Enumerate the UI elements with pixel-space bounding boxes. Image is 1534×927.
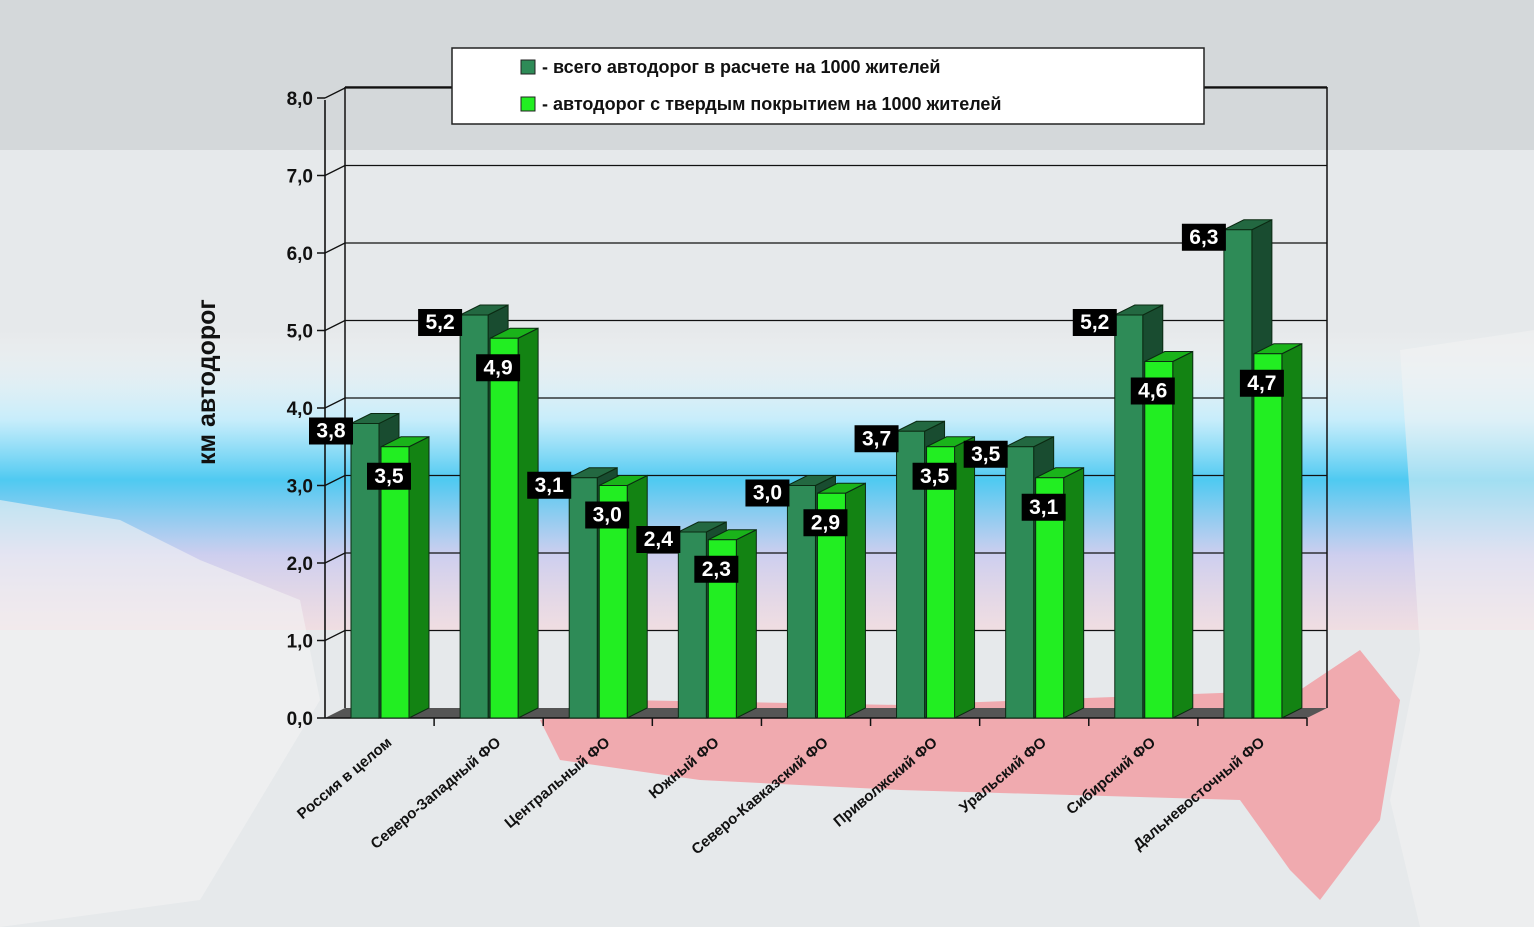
bar-paved (926, 435, 976, 719)
legend: - всего автодорог в расчете на 1000 жите… (451, 47, 1205, 125)
svg-text:5,2: 5,2 (426, 311, 455, 334)
bar-paved (1253, 342, 1303, 719)
value-label: 3,5 (367, 462, 411, 490)
value-label: 3,0 (745, 479, 790, 507)
svg-text:4,7: 4,7 (1247, 372, 1276, 395)
bar-paved (1144, 350, 1194, 719)
gridline-diagonal (324, 474, 346, 487)
svg-text:2,4: 2,4 (644, 528, 674, 551)
y-tick-label: 4,0 (287, 399, 313, 420)
value-label: 3,5 (963, 440, 1008, 468)
value-label: 3,0 (585, 501, 630, 529)
value-label: 4,6 (1130, 377, 1175, 405)
legend-label-paved: - автодорог с твердым покрытием на 1000 … (542, 94, 1001, 114)
y-tick-label: 2,0 (287, 554, 313, 575)
value-label: 3,1 (527, 471, 572, 499)
svg-text:2,9: 2,9 (811, 511, 840, 534)
value-label: 3,1 (1021, 493, 1066, 521)
bar-paved (380, 435, 430, 719)
svg-text:5,2: 5,2 (1080, 311, 1109, 334)
y-tick-label: 8,0 (287, 89, 313, 110)
value-label: 3,5 (912, 462, 957, 490)
legend-swatch-total (520, 59, 536, 75)
svg-text:3,8: 3,8 (316, 420, 346, 443)
legend-box (451, 47, 1205, 125)
gridline-diagonal (324, 242, 346, 254)
value-label: 2,3 (694, 555, 739, 583)
svg-text:6,3: 6,3 (1189, 226, 1218, 249)
svg-text:3,7: 3,7 (862, 427, 891, 450)
value-label: 6,3 (1181, 223, 1226, 251)
y-axis-title: км автодорог (193, 299, 221, 465)
y-tick-label: 5,0 (287, 322, 313, 343)
value-label: 5,2 (1072, 309, 1117, 336)
gridline-diagonal (324, 552, 346, 564)
value-label: 4,7 (1239, 369, 1284, 397)
svg-text:4,6: 4,6 (1138, 380, 1167, 403)
svg-text:3,5: 3,5 (920, 465, 950, 488)
legend-swatch-paved (520, 96, 536, 112)
gridline-diagonal (324, 397, 346, 409)
y-tick-label: 0,0 (287, 709, 313, 730)
value-label: 2,4 (636, 526, 681, 553)
svg-text:3,5: 3,5 (374, 465, 404, 488)
y-tick-label: 1,0 (287, 632, 313, 653)
value-label: 4,9 (476, 354, 521, 382)
svg-text:4,9: 4,9 (484, 356, 513, 379)
svg-text:2,3: 2,3 (702, 558, 731, 581)
gridline-diagonal (324, 629, 346, 642)
y-tick-label: 7,0 (287, 167, 313, 188)
bar-paved (489, 327, 539, 719)
gridline-diagonal (324, 87, 346, 99)
value-label: 2,9 (803, 509, 848, 537)
svg-text:3,0: 3,0 (753, 482, 782, 505)
svg-text:3,0: 3,0 (593, 504, 622, 527)
svg-text:3,1: 3,1 (535, 474, 565, 497)
svg-text:3,5: 3,5 (971, 443, 1001, 466)
svg-text:3,1: 3,1 (1029, 496, 1059, 519)
gridline-diagonal (324, 164, 346, 177)
legend-label-total: - всего автодорог в расчете на 1000 жите… (542, 57, 941, 77)
y-tick-label: 6,0 (287, 244, 313, 265)
value-label: 5,2 (418, 309, 463, 336)
value-labels: 3,8 3,5 5,2 4,9 3,1 3,0 2,4 2,3 3,0 2,9 3,7 3,5 3,5 3… (309, 223, 1284, 583)
value-label: 3,7 (854, 425, 899, 453)
y-tick-label: 3,0 (287, 477, 313, 498)
gridline-diagonal (324, 319, 346, 332)
value-label: 3,8 (309, 417, 353, 445)
